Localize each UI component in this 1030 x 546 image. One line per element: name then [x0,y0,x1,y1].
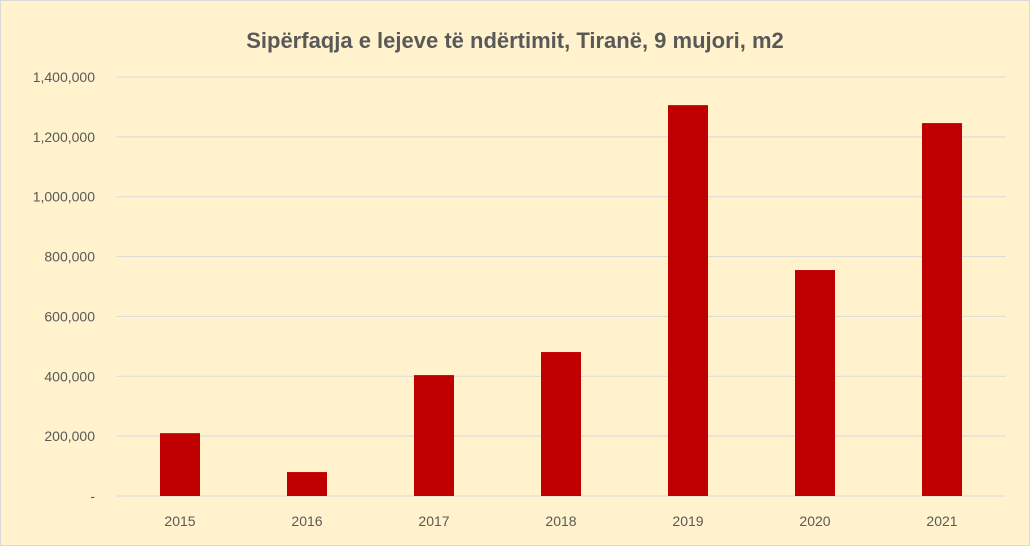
x-tick-label: 2018 [545,513,576,529]
x-tick-label: 2019 [672,513,703,529]
bar-2018 [541,352,581,496]
bar-2020 [795,270,835,496]
y-tick-label: 200,000 [44,428,95,444]
y-tick-label: 400,000 [44,368,95,384]
y-tick-label: - [90,488,95,504]
y-tick-label: 600,000 [44,308,95,324]
bar-2017 [414,375,454,496]
x-tick-label: 2015 [164,513,195,529]
bar-2015 [160,433,200,496]
x-tick-label: 2021 [926,513,957,529]
x-tick-label: 2020 [799,513,830,529]
bar-2019 [668,105,708,496]
y-tick-label: 1,000,000 [33,189,95,205]
chart-title: Sipërfaqja e lejeve të ndërtimit, Tiranë… [246,28,784,53]
bar-2021 [922,123,962,496]
x-tick-label: 2016 [291,513,322,529]
y-tick-label: 1,400,000 [33,69,95,85]
y-tick-label: 800,000 [44,249,95,265]
x-tick-label: 2017 [418,513,449,529]
bar-2016 [287,472,327,496]
y-tick-label: 1,200,000 [33,129,95,145]
